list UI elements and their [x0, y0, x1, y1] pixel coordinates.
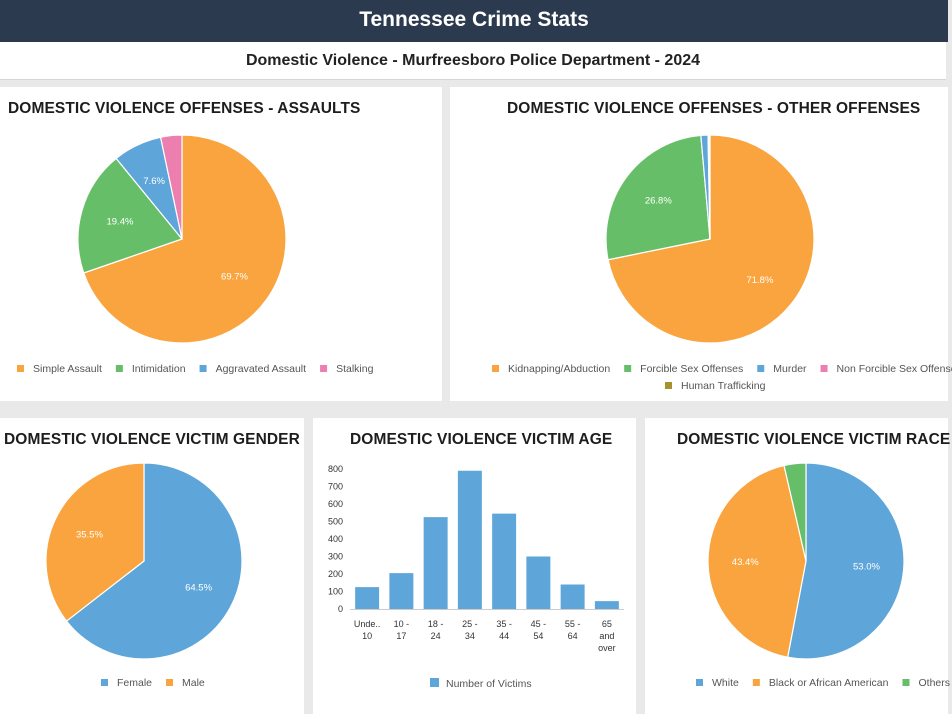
pie-slice-black-or-african-american[interactable] — [707, 464, 807, 658]
data-label-white: 53.0% — [853, 562, 880, 573]
legend-item-murder[interactable]: Murder — [773, 363, 807, 375]
legend-item-intimidation[interactable]: Intimidation — [132, 363, 186, 375]
x-tick-1: 10 -17 — [394, 619, 410, 641]
data-label-aggravated-assault: 7.6% — [143, 176, 165, 187]
legend-swatch-forcible-sex-offenses — [624, 365, 632, 372]
age-bar-chart: 0 100 200 300 400 500 600 700 800 Unde.. 10 10 -17 1… — [328, 464, 624, 690]
bar-4[interactable] — [492, 513, 517, 609]
race-pie-chart: 53.0% 43.4% White Black or African American… — [696, 462, 950, 689]
legend-swatch-kidnapping-abduction — [492, 365, 499, 372]
pie-slice-human-trafficking[interactable] — [708, 134, 711, 240]
assaults-panel: DOMESTIC VIOLENCE OFFENSES - ASSAULTS 69… — [0, 87, 442, 401]
legend-item-white[interactable]: White — [712, 677, 739, 689]
gender-panel: DOMESTIC VIOLENCE VICTIM GENDER 64.5% 35.… — [0, 418, 304, 714]
legend-item-black-or-african-american[interactable]: Black or African American — [769, 677, 889, 689]
data-label-black-or-african-american: 43.4% — [732, 557, 759, 568]
y-tick-500: 500 — [328, 517, 343, 527]
age-chart-title: DOMESTIC VIOLENCE VICTIM AGE — [350, 431, 613, 448]
legend-item-forcible-sex-offenses[interactable]: Forcible Sex Offenses — [640, 363, 743, 375]
race-chart-title: DOMESTIC VIOLENCE VICTIM RACE — [677, 431, 951, 448]
pie-slice-others[interactable] — [783, 462, 807, 562]
legend-item-stalking[interactable]: Stalking — [336, 363, 374, 375]
y-tick-300: 300 — [328, 552, 343, 562]
x-tick-3: 25 -34 — [462, 619, 478, 641]
legend-swatch-female — [101, 679, 108, 686]
bar-3[interactable] — [457, 470, 482, 609]
other-offenses-pie-chart: 71.8% 26.8% Kidnapping/Abduction Forcible S… — [492, 134, 952, 392]
gender-chart-title: DOMESTIC VIOLENCE VICTIM GENDER — [4, 431, 300, 448]
report-subtitle: Domestic Violence - Murfreesboro Police … — [0, 42, 946, 80]
pie-slice-kidnapping-abduction[interactable] — [607, 134, 815, 344]
legend-swatch-murder — [757, 365, 765, 372]
y-tick-700: 700 — [328, 482, 343, 492]
legend-item-female[interactable]: Female — [117, 677, 152, 689]
legend-item-non-forcible-sex-offenses[interactable]: Non Forcible Sex Offenses — [837, 363, 952, 375]
data-label-forcible-sex-offenses: 26.8% — [645, 195, 672, 206]
bar-0[interactable] — [355, 587, 380, 609]
y-tick-600: 600 — [328, 499, 343, 509]
legend-swatch-intimidation — [115, 365, 123, 372]
legend-swatch-number-of-victims — [430, 678, 439, 687]
pie-slice-forcible-sex-offenses[interactable] — [605, 134, 711, 261]
age-panel: DOMESTIC VIOLENCE VICTIM AGE 0 100 200 300 4… — [313, 418, 636, 714]
y-tick-0: 0 — [338, 604, 343, 614]
legend-swatch-male — [166, 679, 174, 686]
bar-1[interactable] — [389, 573, 414, 609]
assaults-chart-title: DOMESTIC VIOLENCE OFFENSES - ASSAULTS — [8, 100, 361, 117]
bar-7[interactable] — [594, 601, 619, 609]
legend-item-others[interactable]: Others — [918, 677, 950, 689]
other-offenses-chart-title: DOMESTIC VIOLENCE OFFENSES - OTHER OFFEN… — [507, 100, 921, 117]
bar-2[interactable] — [423, 517, 448, 609]
legend-item-human-trafficking[interactable]: Human Trafficking — [681, 380, 766, 392]
data-label-kidnapping-abduction: 71.8% — [746, 275, 773, 286]
bar-5[interactable] — [526, 556, 551, 610]
legend-swatch-simple-assault — [17, 365, 24, 372]
other-offenses-panel: DOMESTIC VIOLENCE OFFENSES - OTHER OFFEN… — [450, 87, 952, 401]
pie-slice-stalking[interactable] — [159, 134, 183, 240]
pie-slice-simple-assault[interactable] — [82, 134, 287, 344]
legend-swatch-aggravated-assault — [199, 365, 207, 372]
pie-slice-male[interactable] — [45, 462, 145, 622]
x-tick-2: 18 -24 — [428, 619, 444, 641]
x-tick-0: Unde.. 10 — [354, 619, 381, 641]
x-tick-6: 55 -64 — [565, 619, 581, 641]
data-label-intimidation: 19.4% — [106, 216, 133, 227]
y-tick-400: 400 — [328, 534, 343, 544]
pie-slice-white[interactable] — [786, 462, 905, 660]
legend-item-male[interactable]: Male — [182, 677, 205, 689]
y-tick-800: 800 — [328, 464, 343, 474]
legend-swatch-stalking — [320, 365, 328, 372]
legend-swatch-human-trafficking — [665, 382, 672, 389]
x-tick-5: 45 -54 — [531, 619, 547, 641]
legend-item-simple-assault[interactable]: Simple Assault — [33, 363, 102, 375]
x-tick-4: 35 -44 — [496, 619, 512, 641]
assaults-pie-chart: 69.7% 19.4% 7.6% Simple Assault Intimidation… — [17, 134, 374, 375]
report-subtitle-text: Domestic Violence - Murfreesboro Police … — [245, 52, 701, 69]
x-tick-7: 65 and over — [598, 619, 616, 653]
pie-slice-female[interactable] — [65, 462, 243, 660]
legend-swatch-black-or-african-american — [752, 679, 760, 686]
legend-item-kidnapping-abduction[interactable]: Kidnapping/Abduction — [508, 363, 610, 375]
legend-swatch-white — [696, 679, 703, 686]
y-tick-100: 100 — [328, 587, 343, 597]
data-label-female: 64.5% — [185, 583, 212, 594]
app-title-bar: Tennessee Crime Stats — [0, 0, 948, 42]
data-label-simple-assault: 69.7% — [221, 271, 248, 282]
legend-swatch-others — [902, 679, 910, 686]
legend-item-number-of-victims[interactable]: Number of Victims — [446, 678, 532, 690]
legend-swatch-non-forcible-sex-offenses — [820, 365, 828, 372]
app-title: Tennessee Crime Stats — [359, 8, 589, 31]
y-tick-200: 200 — [328, 569, 343, 579]
bar-6[interactable] — [560, 584, 585, 610]
pie-slice-intimidation[interactable] — [77, 157, 184, 274]
data-label-male: 35.5% — [76, 529, 103, 540]
race-panel: DOMESTIC VIOLENCE VICTIM RACE 53.0% 43.4%… — [645, 418, 951, 714]
legend-item-aggravated-assault[interactable]: Aggravated Assault — [216, 363, 307, 375]
gender-pie-chart: 64.5% 35.5% Female Male — [45, 462, 243, 689]
